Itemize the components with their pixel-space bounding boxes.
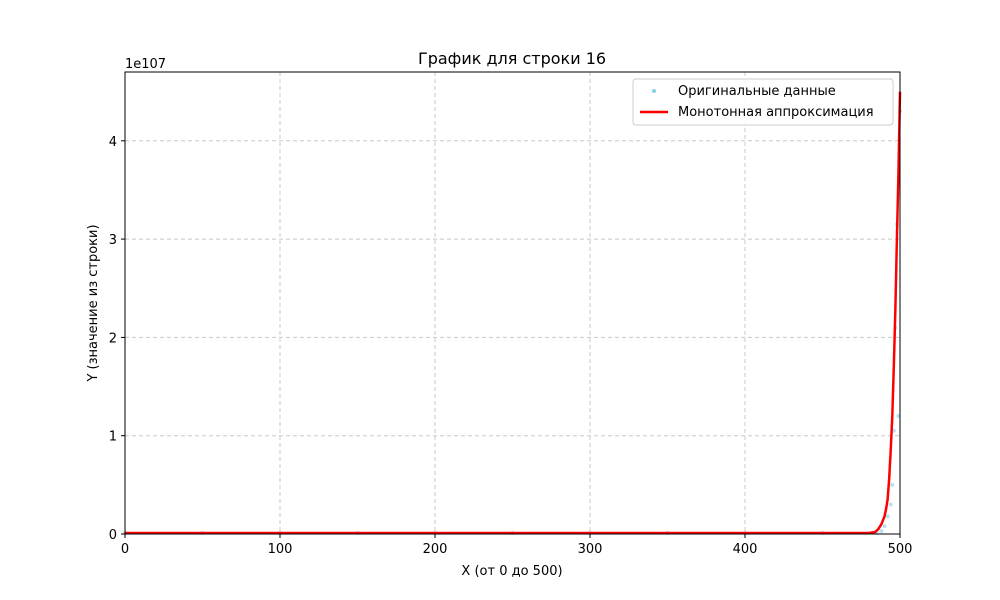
scatter-point (890, 482, 895, 487)
legend: Оригинальные данные Монотонная аппроксим… (632, 78, 894, 126)
y-tick-label: 1 (109, 430, 117, 445)
scatter-point (885, 514, 890, 519)
axes-frame (124, 71, 901, 535)
legend-label-monotone: Монотонная аппроксимация (678, 105, 874, 120)
scatter-point (888, 502, 893, 507)
x-tick-label: 300 (578, 542, 603, 557)
y-tick-label: 4 (109, 135, 117, 150)
legend-scatter-marker (652, 89, 656, 93)
x-tick-label: 500 (888, 542, 913, 557)
y-axis-label: Y (значение из строки) (86, 224, 101, 382)
y-tick-label: 2 (109, 331, 117, 346)
y-tick-label: 3 (109, 233, 117, 248)
grid (125, 72, 900, 534)
x-axis-label: X (от 0 до 500) (461, 564, 562, 579)
y-axis-offset-label: 1e107 (125, 57, 166, 72)
scatter-point (882, 524, 887, 529)
chart-title: График для строки 16 (418, 49, 606, 68)
x-tick-label: 400 (733, 542, 758, 557)
legend-label-original: Оригинальные данные (678, 84, 836, 99)
monotone-line (125, 91, 902, 535)
x-tick-label: 200 (423, 542, 448, 557)
scatter-point (879, 529, 884, 534)
y-tick-label: 0 (109, 528, 117, 543)
y-axis-ticks: 0 1 2 3 4 (109, 135, 125, 543)
x-tick-label: 0 (121, 542, 129, 557)
scatter-point (896, 414, 901, 419)
x-tick-label: 100 (268, 542, 293, 557)
x-axis-ticks: 0 100 200 300 400 500 (121, 534, 913, 557)
legend-box (632, 78, 894, 126)
